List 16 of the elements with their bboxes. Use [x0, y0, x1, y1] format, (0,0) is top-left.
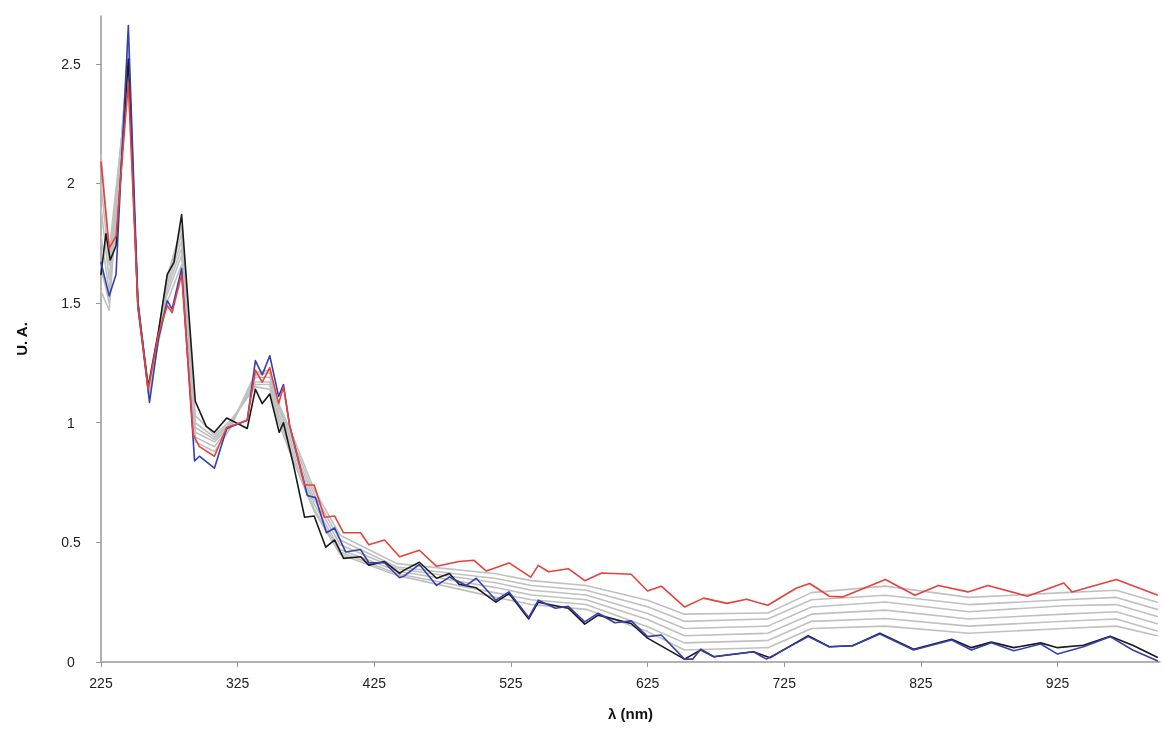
x-tick-label: 325 [225, 675, 250, 691]
x-tick-label: 225 [89, 675, 113, 691]
y-tick-label: 2 [67, 175, 76, 192]
x-tick-label: 625 [635, 675, 660, 691]
y-axis-title: U. A. [13, 322, 30, 356]
x-tick-label: 825 [909, 675, 933, 691]
x-tick-label: 925 [1045, 675, 1070, 691]
y-tick-label: 1 [67, 414, 76, 431]
x-tick-label: 425 [362, 675, 387, 691]
y-tick-label: 2.5 [61, 55, 81, 72]
x-axis-title: λ (nm) [608, 705, 653, 722]
y-tick-label: 1.5 [61, 295, 81, 312]
x-tick-label: 525 [499, 675, 523, 691]
y-tick-label: 0 [67, 654, 76, 670]
x-tick-label: 725 [772, 675, 797, 691]
y-tick-label: 0.5 [61, 534, 81, 551]
